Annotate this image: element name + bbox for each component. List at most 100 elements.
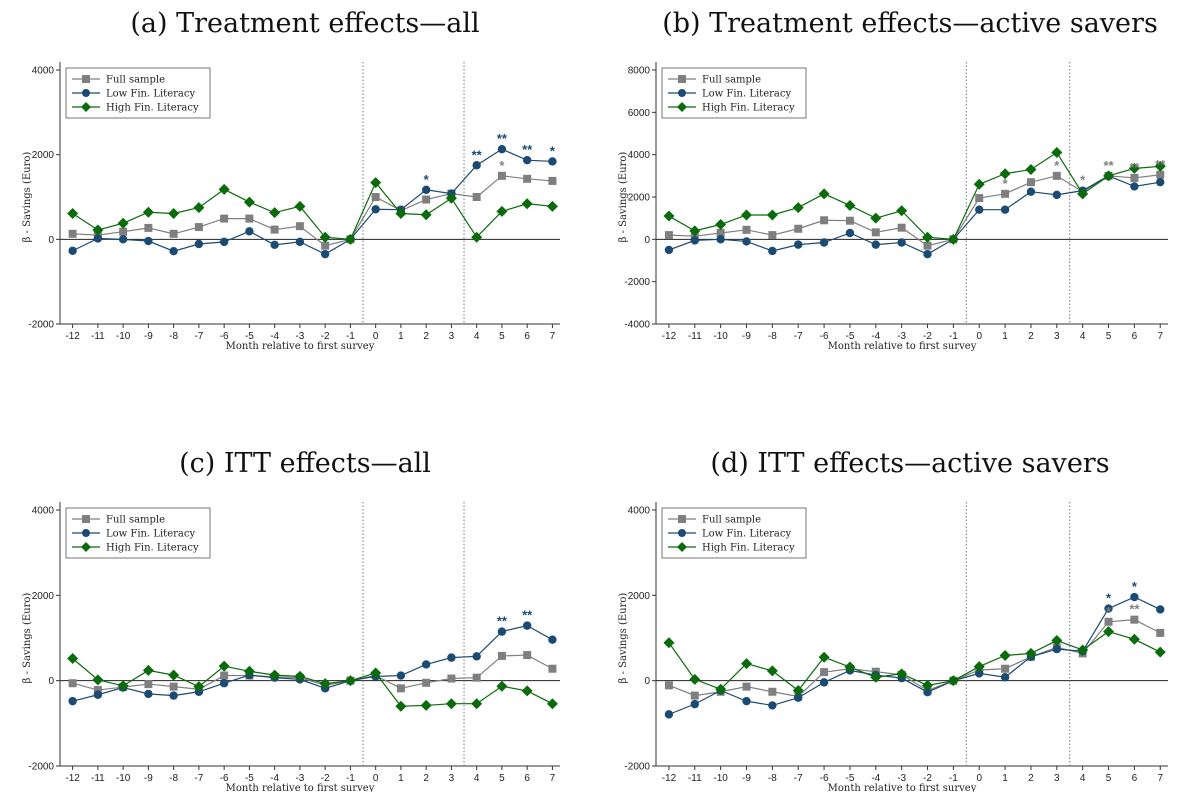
point-low-fin-literacy bbox=[794, 240, 803, 249]
point-full-sample bbox=[664, 681, 673, 690]
x-tick-label: -8 bbox=[768, 331, 777, 342]
x-tick-label: -12 bbox=[65, 331, 80, 342]
x-tick-label: -8 bbox=[169, 331, 178, 342]
x-tick-label: -3 bbox=[295, 331, 304, 342]
point-high-fin-literacy bbox=[689, 225, 701, 237]
point-low-fin-literacy bbox=[1130, 182, 1139, 191]
point-low-fin-literacy bbox=[320, 249, 330, 259]
point-high-fin-literacy bbox=[496, 205, 508, 217]
x-tick-label: -3 bbox=[295, 773, 304, 784]
point-low-fin-literacy bbox=[421, 185, 431, 195]
point-low-fin-literacy bbox=[1104, 604, 1113, 613]
legend-label-low: Low Fin. Literacy bbox=[702, 89, 791, 100]
x-tick-label: -10 bbox=[713, 773, 728, 784]
point-low-fin-literacy bbox=[845, 228, 855, 238]
point-high-fin-literacy bbox=[471, 698, 483, 710]
point-high-fin-literacy bbox=[1154, 646, 1166, 658]
point-full-sample bbox=[422, 195, 431, 204]
point-low-fin-literacy bbox=[742, 237, 751, 246]
x-tick-label: -6 bbox=[820, 331, 829, 342]
point-high-fin-literacy bbox=[818, 188, 830, 200]
y-tick-label: 0 bbox=[48, 235, 54, 246]
legend-marker-high bbox=[677, 542, 687, 552]
x-tick-label: 0 bbox=[976, 331, 982, 342]
point-high-fin-literacy bbox=[689, 673, 701, 685]
x-tick-label: 2 bbox=[1028, 773, 1034, 784]
x-tick-label: -6 bbox=[220, 773, 229, 784]
point-full-sample bbox=[93, 686, 102, 695]
legend-label-high: High Fin. Literacy bbox=[702, 543, 795, 554]
legend-marker-high bbox=[677, 102, 687, 112]
legend-label-full: Full sample bbox=[106, 75, 165, 86]
point-low-fin-literacy bbox=[169, 246, 178, 256]
x-tick-label: 3 bbox=[449, 331, 455, 342]
point-low-fin-literacy bbox=[690, 236, 699, 245]
point-full-sample bbox=[194, 223, 203, 232]
significance-star: ** bbox=[1129, 602, 1140, 617]
point-low-fin-literacy bbox=[472, 161, 481, 170]
point-high-fin-literacy bbox=[999, 168, 1011, 180]
y-tick-label: 2000 bbox=[628, 193, 651, 204]
significance-star: ** bbox=[497, 614, 508, 629]
point-full-sample bbox=[897, 223, 906, 232]
point-high-fin-literacy bbox=[496, 680, 508, 692]
y-tick-label: 2000 bbox=[32, 150, 55, 161]
x-tick-label: 0 bbox=[373, 331, 379, 342]
point-low-fin-literacy bbox=[295, 237, 305, 247]
point-low-fin-literacy bbox=[664, 245, 674, 255]
x-tick-label: 1 bbox=[398, 773, 404, 784]
point-full-sample bbox=[975, 194, 984, 203]
x-tick-label: 7 bbox=[1157, 331, 1163, 342]
point-high-fin-literacy bbox=[168, 208, 180, 220]
point-low-fin-literacy bbox=[522, 621, 532, 630]
point-low-fin-literacy bbox=[1052, 190, 1062, 200]
point-low-fin-literacy bbox=[144, 236, 153, 246]
point-full-sample bbox=[690, 691, 699, 700]
point-full-sample bbox=[220, 214, 229, 223]
point-high-fin-literacy bbox=[193, 681, 205, 693]
point-low-fin-literacy bbox=[1000, 673, 1010, 682]
point-full-sample bbox=[68, 229, 77, 238]
x-tick-label: 4 bbox=[1080, 331, 1086, 342]
point-high-fin-literacy bbox=[792, 684, 804, 696]
significance-star: * bbox=[1054, 158, 1060, 173]
point-high-fin-literacy bbox=[193, 202, 205, 214]
x-tick-label: -11 bbox=[91, 331, 105, 342]
legend-label-high: High Fin. Literacy bbox=[702, 103, 795, 114]
legend-marker-low bbox=[82, 529, 90, 537]
point-high-fin-literacy bbox=[521, 685, 533, 697]
point-high-fin-literacy bbox=[663, 637, 675, 649]
y-tick-label: 4000 bbox=[32, 66, 55, 77]
significance-star: * bbox=[1132, 579, 1138, 594]
point-low-fin-literacy bbox=[742, 696, 751, 706]
significance-star: * bbox=[1106, 604, 1112, 619]
legend-marker-high bbox=[81, 542, 91, 552]
point-full-sample bbox=[1026, 178, 1035, 187]
point-high-fin-literacy bbox=[370, 177, 382, 189]
point-low-fin-literacy bbox=[1026, 187, 1036, 196]
point-full-sample bbox=[497, 651, 506, 660]
point-low-fin-literacy bbox=[794, 693, 803, 702]
point-high-fin-literacy bbox=[999, 649, 1011, 661]
x-tick-label: -4 bbox=[871, 331, 880, 342]
x-tick-label: 5 bbox=[499, 773, 505, 784]
legend-label-low: Low Fin. Literacy bbox=[702, 529, 791, 540]
legend-marker-low bbox=[82, 89, 90, 97]
point-low-fin-literacy bbox=[497, 627, 507, 636]
x-tick-label: 6 bbox=[1132, 331, 1138, 342]
point-high-fin-literacy bbox=[1025, 163, 1037, 175]
x-tick-label: 7 bbox=[550, 773, 556, 784]
x-tick-label: -10 bbox=[116, 331, 131, 342]
series-line-low bbox=[72, 148, 553, 255]
y-tick-label: 0 bbox=[644, 235, 650, 246]
x-tick-label: 6 bbox=[524, 773, 530, 784]
point-high-fin-literacy bbox=[218, 183, 230, 195]
x-tick-label: -7 bbox=[794, 773, 803, 784]
x-tick-label: 1 bbox=[1002, 331, 1008, 342]
x-tick-label: 0 bbox=[976, 773, 982, 784]
point-low-fin-literacy bbox=[1156, 177, 1165, 187]
point-low-fin-literacy bbox=[1052, 644, 1062, 654]
y-tick-label: 2000 bbox=[32, 591, 55, 602]
x-tick-label: -12 bbox=[65, 773, 80, 784]
x-tick-label: 1 bbox=[398, 331, 404, 342]
